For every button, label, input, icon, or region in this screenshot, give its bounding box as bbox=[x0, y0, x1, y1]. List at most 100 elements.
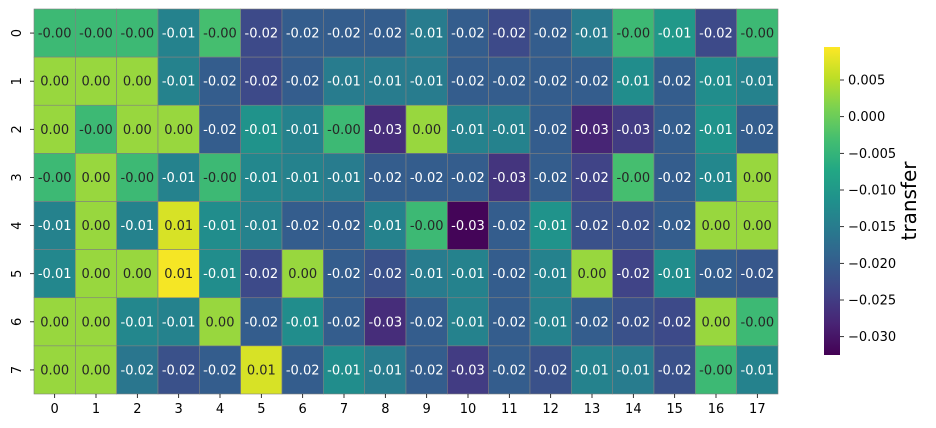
x-tick-label: 1 bbox=[92, 402, 100, 417]
heatmap-cell-6-7 bbox=[323, 297, 365, 347]
cell-annotation-4-6: -0.02 bbox=[286, 219, 320, 234]
heatmap-cell-0-5 bbox=[240, 8, 283, 58]
cell-annotation-7-13: -0.01 bbox=[575, 363, 609, 378]
cell-annotation-1-3: -0.01 bbox=[162, 75, 196, 90]
cell-annotation-5-15: -0.01 bbox=[658, 267, 692, 282]
colorbar-label: transfer bbox=[897, 161, 921, 241]
cell-annotation-1-1: 0.00 bbox=[82, 75, 111, 90]
heatmap-cell-2-9 bbox=[405, 104, 448, 154]
cell-annotation-1-4: -0.02 bbox=[203, 75, 237, 90]
cell-annotation-0-1: -0.00 bbox=[79, 27, 113, 42]
cell-annotation-7-11: -0.02 bbox=[493, 363, 527, 378]
cell-annotation-1-10: -0.02 bbox=[451, 75, 485, 90]
heatmap-cell-2-13 bbox=[571, 104, 613, 154]
heatmap-cell-2-8 bbox=[364, 104, 407, 154]
cell-annotation-2-0: 0.00 bbox=[40, 123, 69, 138]
cell-annotation-1-6: -0.02 bbox=[286, 75, 320, 90]
cell-annotation-1-13: -0.02 bbox=[575, 75, 609, 90]
cell-annotation-3-2: -0.00 bbox=[121, 171, 155, 186]
heatmap-cell-1-9 bbox=[405, 56, 448, 106]
heatmap-cell-6-13 bbox=[571, 297, 613, 347]
cell-annotation-4-7: -0.02 bbox=[327, 219, 361, 234]
cell-annotation-6-7: -0.02 bbox=[327, 315, 361, 330]
cell-annotation-4-2: -0.01 bbox=[121, 219, 155, 234]
colorbar-tick-label: −0.010 bbox=[848, 184, 896, 199]
cell-annotation-1-9: -0.01 bbox=[410, 75, 444, 90]
cell-annotation-3-9: -0.02 bbox=[410, 171, 444, 186]
x-tick-label: 12 bbox=[542, 402, 559, 417]
cell-annotation-6-10: -0.01 bbox=[451, 315, 485, 330]
heatmap-cell-4-10 bbox=[447, 201, 489, 250]
heatmap-cell-1-12 bbox=[529, 56, 572, 106]
heatmap-cell-0-3 bbox=[157, 8, 200, 58]
cell-annotation-6-11: -0.02 bbox=[493, 315, 527, 330]
cell-annotation-7-4: -0.02 bbox=[203, 363, 237, 378]
heatmap-cell-6-9 bbox=[405, 297, 448, 347]
heatmap-cell-7-8 bbox=[364, 345, 407, 395]
heatmap-cell-7-7 bbox=[323, 345, 365, 395]
colorbar-tick-label: 0.000 bbox=[848, 110, 885, 125]
x-tick-label: 13 bbox=[584, 402, 601, 417]
cell-annotation-1-11: -0.02 bbox=[493, 75, 527, 90]
heatmap-cell-6-6 bbox=[281, 297, 324, 347]
cell-annotation-7-1: 0.00 bbox=[82, 363, 111, 378]
heatmap-cell-3-15 bbox=[653, 153, 696, 202]
heatmap-cell-6-10 bbox=[447, 297, 489, 347]
cell-annotation-6-5: -0.02 bbox=[245, 315, 279, 330]
heatmap-cell-6-3 bbox=[157, 297, 200, 347]
heatmap-cell-5-16 bbox=[695, 249, 737, 299]
cell-annotation-2-4: -0.02 bbox=[203, 123, 237, 138]
heatmap-annotations: -0.00 -0.00 -0.00 -0.01 -0.00 -0.02 -0.02 -0.02… bbox=[38, 27, 774, 379]
cell-annotation-5-6: 0.00 bbox=[288, 267, 317, 282]
cell-annotation-2-14: -0.03 bbox=[617, 123, 651, 138]
x-tick-label: 17 bbox=[749, 402, 766, 417]
x-tick-label: 16 bbox=[708, 402, 725, 417]
cell-annotation-1-14: -0.01 bbox=[617, 75, 651, 90]
heatmap-cell-5-13 bbox=[571, 249, 613, 299]
heatmap-cell-1-16 bbox=[695, 56, 737, 106]
cell-annotation-1-7: -0.01 bbox=[327, 75, 361, 90]
cell-annotation-5-0: -0.01 bbox=[38, 267, 72, 282]
heatmap-cell-4-14 bbox=[612, 201, 655, 250]
y-tick-label: 2 bbox=[10, 125, 25, 133]
cell-annotation-0-11: -0.02 bbox=[493, 27, 527, 42]
heatmap-cell-7-1 bbox=[75, 345, 117, 395]
heatmap-cell-4-8 bbox=[364, 201, 407, 250]
heatmap-cell-1-8 bbox=[364, 56, 407, 106]
cell-annotation-6-1: 0.00 bbox=[82, 315, 111, 330]
cell-annotation-2-5: -0.01 bbox=[245, 123, 279, 138]
y-tick-label: 4 bbox=[10, 221, 25, 229]
heatmap-cell-4-12 bbox=[529, 201, 572, 250]
cell-annotation-0-15: -0.01 bbox=[658, 27, 692, 42]
heatmap-cell-2-6 bbox=[281, 104, 324, 154]
cell-annotation-0-12: -0.02 bbox=[534, 27, 568, 42]
heatmap-cell-0-2 bbox=[116, 8, 159, 58]
cell-annotation-3-0: -0.00 bbox=[38, 171, 72, 186]
heatmap-cell-6-14 bbox=[612, 297, 655, 347]
colorbar-ticks: 0.005 0.000 −0.005 −0.010 −0.015 −0.020 −0.025… bbox=[840, 74, 896, 345]
heatmap-cell-1-4 bbox=[199, 56, 241, 106]
heatmap-cell-3-17 bbox=[736, 153, 779, 202]
cell-annotation-2-11: -0.01 bbox=[493, 123, 527, 138]
cell-annotation-7-6: -0.02 bbox=[286, 363, 320, 378]
heatmap-cell-3-4 bbox=[199, 153, 241, 202]
heatmap-cell-2-17 bbox=[736, 104, 779, 154]
cell-annotation-6-8: -0.03 bbox=[369, 315, 403, 330]
cell-annotation-7-17: -0.01 bbox=[741, 363, 775, 378]
heatmap-cell-0-9 bbox=[405, 8, 448, 58]
cell-annotation-7-7: -0.01 bbox=[327, 363, 361, 378]
heatmap-cell-4-17 bbox=[736, 201, 779, 250]
heatmap-cell-2-1 bbox=[75, 104, 117, 154]
cell-annotation-6-2: -0.01 bbox=[121, 315, 155, 330]
cell-annotation-5-3: 0.01 bbox=[164, 267, 193, 282]
colorbar: 0.005 0.000 −0.005 −0.010 −0.015 −0.020 −0.025… bbox=[824, 47, 921, 355]
cell-annotation-4-9: -0.00 bbox=[410, 219, 444, 234]
heatmap-cell-0-0 bbox=[33, 8, 76, 58]
cell-annotation-0-3: -0.01 bbox=[162, 27, 196, 42]
heatmap-cell-5-11 bbox=[488, 249, 531, 299]
cell-annotation-3-11: -0.03 bbox=[493, 171, 527, 186]
heatmap-cell-4-0 bbox=[33, 201, 76, 250]
heatmap-cell-0-12 bbox=[529, 8, 572, 58]
heatmap-cell-7-2 bbox=[116, 345, 159, 395]
cell-annotation-5-5: -0.02 bbox=[245, 267, 279, 282]
